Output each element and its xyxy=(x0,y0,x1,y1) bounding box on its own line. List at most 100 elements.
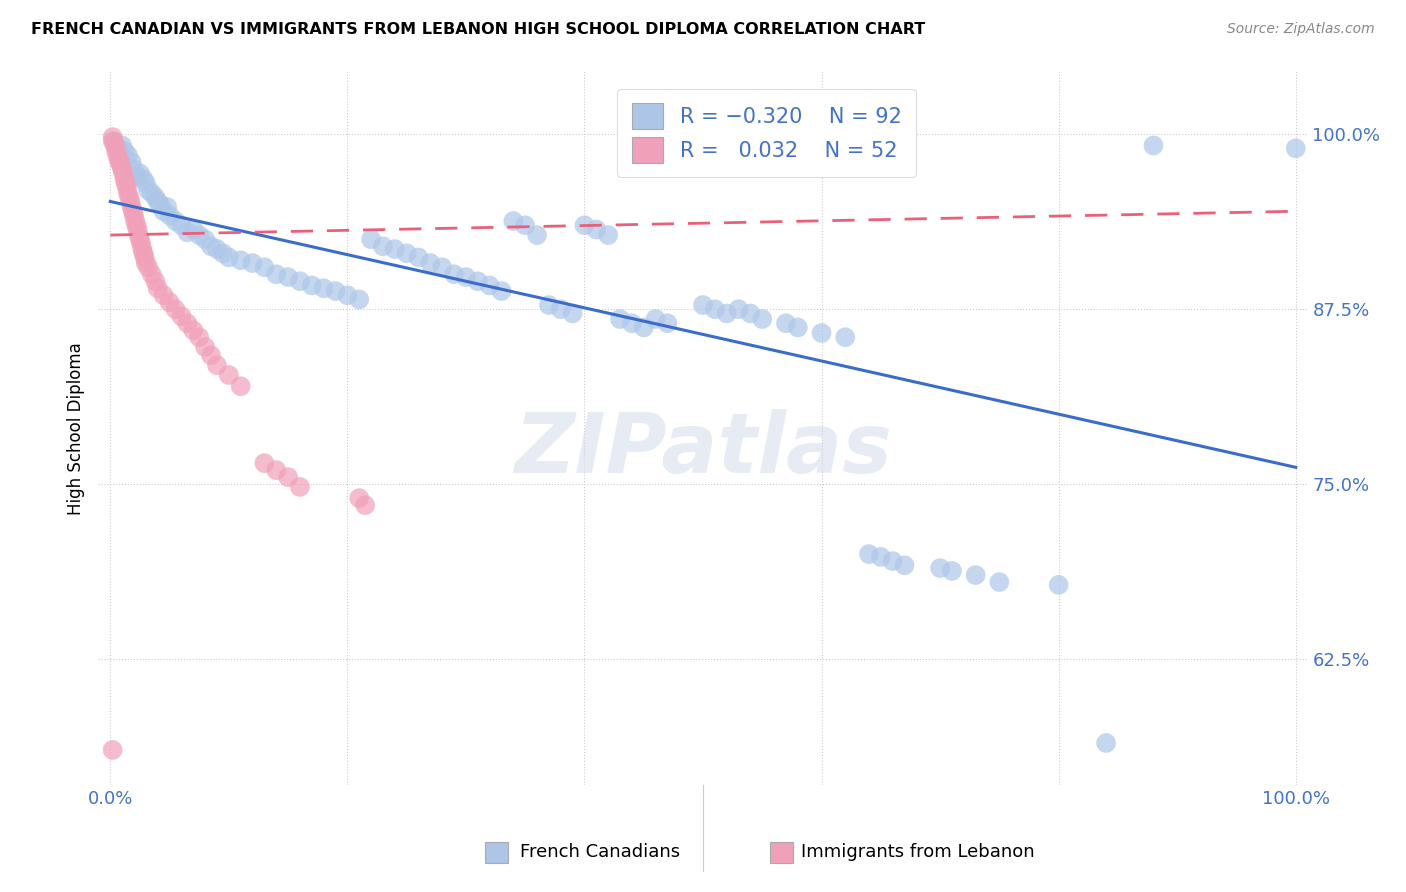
Point xyxy=(229,253,252,268)
Point xyxy=(125,169,148,184)
Point xyxy=(336,288,359,302)
Point xyxy=(114,172,136,186)
Point xyxy=(218,368,240,382)
Text: ZIPatlas: ZIPatlas xyxy=(515,409,891,490)
Point xyxy=(751,312,773,326)
Point xyxy=(218,251,240,265)
Point xyxy=(988,575,1011,590)
Point xyxy=(205,358,228,372)
Point xyxy=(107,153,129,167)
Point xyxy=(550,302,572,317)
Point xyxy=(200,348,222,362)
Point xyxy=(515,219,537,233)
Point xyxy=(965,568,987,582)
Point xyxy=(188,330,211,344)
Point xyxy=(537,298,560,312)
Point xyxy=(941,564,963,578)
Point xyxy=(101,130,124,145)
Point xyxy=(869,549,891,564)
Point xyxy=(347,293,370,307)
Point xyxy=(146,194,169,209)
Point xyxy=(253,260,276,275)
Text: French Canadians: French Canadians xyxy=(520,843,681,861)
Point xyxy=(657,316,679,330)
Point xyxy=(858,547,880,561)
Point xyxy=(125,219,148,233)
Point xyxy=(371,239,394,253)
Point xyxy=(101,134,124,148)
Point xyxy=(112,167,135,181)
Point xyxy=(117,148,139,162)
Point xyxy=(443,267,465,281)
Point xyxy=(727,302,749,317)
Point xyxy=(354,498,377,512)
Point xyxy=(165,302,187,317)
Point xyxy=(121,200,143,214)
Point xyxy=(194,340,217,354)
Point xyxy=(181,222,204,236)
Point xyxy=(786,320,808,334)
Text: Source: ZipAtlas.com: Source: ZipAtlas.com xyxy=(1227,22,1375,37)
Point xyxy=(264,463,287,477)
Point xyxy=(432,260,454,275)
Point xyxy=(633,320,655,334)
Point xyxy=(105,144,128,158)
Point xyxy=(384,242,406,256)
Point xyxy=(176,316,198,330)
Point xyxy=(882,554,904,568)
Point xyxy=(491,284,513,298)
Point xyxy=(104,138,127,153)
Point xyxy=(467,274,489,288)
Point xyxy=(129,167,152,181)
Point xyxy=(229,379,252,393)
Point xyxy=(103,134,125,148)
Point xyxy=(288,480,311,494)
Point xyxy=(124,214,146,228)
Point xyxy=(110,158,132,172)
Point xyxy=(121,155,143,169)
Point xyxy=(716,306,738,320)
Point xyxy=(775,316,797,330)
Point xyxy=(120,194,142,209)
Point xyxy=(692,298,714,312)
Point xyxy=(585,222,607,236)
Point xyxy=(408,251,430,265)
Point xyxy=(194,232,217,246)
Point xyxy=(395,246,418,260)
Point xyxy=(152,288,174,302)
Point xyxy=(205,242,228,256)
Point xyxy=(325,284,347,298)
Point xyxy=(740,306,762,320)
Point xyxy=(132,246,155,260)
Point xyxy=(609,312,631,326)
Point xyxy=(419,256,441,270)
Point xyxy=(152,204,174,219)
Point xyxy=(502,214,524,228)
Point xyxy=(149,197,172,211)
Point xyxy=(131,242,153,256)
Point xyxy=(121,204,143,219)
Point xyxy=(264,267,287,281)
Point xyxy=(574,219,596,233)
Point xyxy=(101,743,124,757)
Point xyxy=(108,155,131,169)
Point xyxy=(347,491,370,505)
Point xyxy=(810,326,832,340)
Point xyxy=(478,278,501,293)
Point xyxy=(104,137,127,152)
Point xyxy=(181,323,204,337)
Point xyxy=(165,214,187,228)
Point xyxy=(146,281,169,295)
Point xyxy=(114,176,136,190)
Point xyxy=(117,186,139,200)
Point xyxy=(561,306,583,320)
Text: FRENCH CANADIAN VS IMMIGRANTS FROM LEBANON HIGH SCHOOL DIPLOMA CORRELATION CHART: FRENCH CANADIAN VS IMMIGRANTS FROM LEBAN… xyxy=(31,22,925,37)
Point xyxy=(893,558,915,573)
Point xyxy=(118,190,141,204)
Point xyxy=(176,225,198,239)
Point xyxy=(128,228,150,243)
Point xyxy=(134,251,156,265)
Point xyxy=(114,144,136,158)
Point xyxy=(1047,578,1070,592)
Point xyxy=(111,138,134,153)
